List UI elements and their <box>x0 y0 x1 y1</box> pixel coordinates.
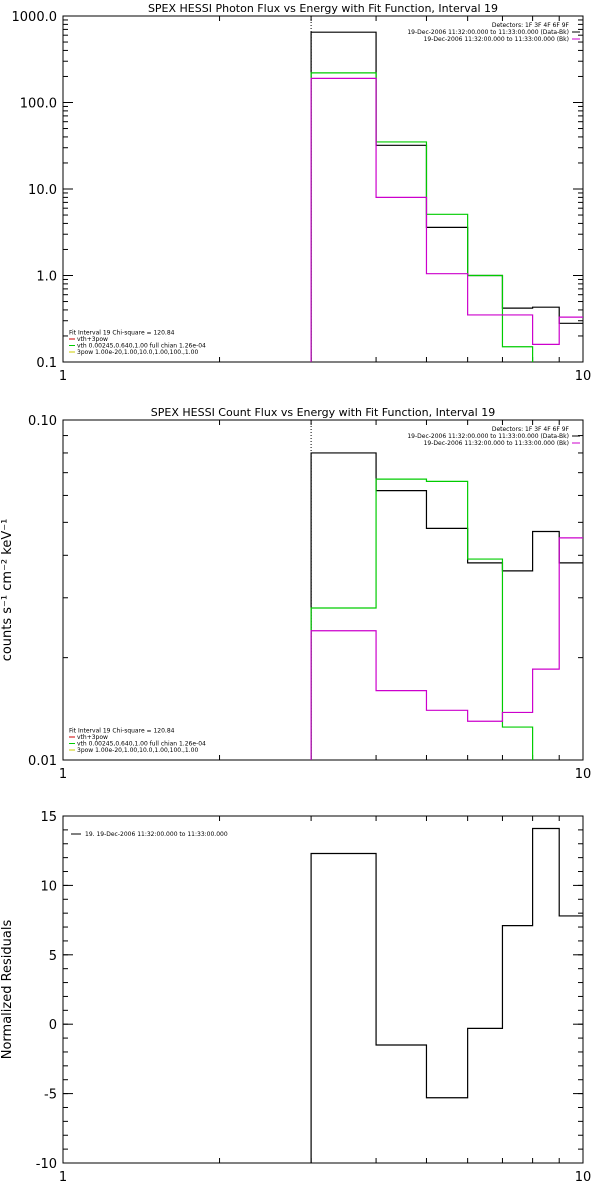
plot-frame <box>62 15 584 363</box>
y-tick-label: -5 <box>44 1088 57 1103</box>
y-axis-label: counts s⁻¹ cm⁻² keV⁻¹ <box>0 519 15 662</box>
legend-entry: 19. 19-Dec-2006 11:32:00.000 to 11:33:00… <box>85 831 228 838</box>
series-2-step <box>310 72 534 362</box>
legend-entry: vth 0.00245,0.640,1.00 full chian 1.26e-… <box>77 741 206 748</box>
legend-entry: Fit Interval 19 Chi-square = 120.84 <box>69 728 175 735</box>
y-tick-label: 0 <box>49 1018 57 1033</box>
y-tick-label: 100.0 <box>20 97 57 112</box>
info-line: 19-Dec-2006 11:32:00.000 to 11:33:00.000… <box>424 36 569 43</box>
chart-title: SPEX HESSI Count Flux vs Energy with Fit… <box>151 406 495 419</box>
legend-entry: vth+3pow <box>77 336 108 343</box>
x-tick-label: 10 <box>575 1170 592 1185</box>
y-tick-label: 0.01 <box>28 754 57 769</box>
plot-frame <box>62 419 584 761</box>
x-tick-label: 10 <box>575 767 592 782</box>
chart-panel-3: 1 10 -10 -5 0 5 10 15 Normalized Residuals 19. 19… <box>0 810 591 1185</box>
y-axis-label: Normalized Residuals <box>0 920 15 1060</box>
series-2-step <box>310 478 534 760</box>
chart-panel-2: SPEX HESSI Count Flux vs Energy with Fit… <box>0 406 591 782</box>
chart-panel-1: SPEX HESSI Photon Flux vs Energy with Fi… <box>12 2 592 384</box>
legend-entry: Fit Interval 19 Chi-square = 120.84 <box>69 330 175 337</box>
x-tick-label: 10 <box>575 369 592 384</box>
series-3-step <box>310 537 583 760</box>
info-line: 19-Dec-2006 11:32:00.000 to 11:33:00.000… <box>424 440 569 447</box>
y-tick-label: 1.0 <box>36 270 57 285</box>
y-tick-label: 10.0 <box>28 183 57 198</box>
y-tick-label: 0.10 <box>28 414 57 429</box>
y-tick-label: 15 <box>40 810 57 825</box>
info-line: Detectors: 1F 3F 4F 6F 9F <box>492 22 570 29</box>
y-tick-label: 1000.0 <box>12 10 58 25</box>
info-line: 19-Dec-2006 11:32:00.000 to 11:33:00.000… <box>407 29 569 36</box>
info-line: 19-Dec-2006 11:32:00.000 to 11:33:00.000… <box>407 433 569 440</box>
legend-entry: 3pow 1.00e-20,1.00,10.0,1.00,100.,1.00 <box>77 349 198 356</box>
y-tick-label: -10 <box>36 1157 57 1172</box>
x-tick-label: 1 <box>59 767 67 782</box>
y-tick-label: 5 <box>49 949 57 964</box>
x-tick-label: 1 <box>59 369 67 384</box>
series-1-step <box>310 827 583 1163</box>
series-1-step <box>310 452 583 760</box>
series-3-step <box>310 77 583 362</box>
plot-frame <box>62 815 584 1164</box>
legend-entry: 3pow 1.00e-20,1.00,10.0,1.00,100.,1.00 <box>77 747 198 754</box>
info-line: Detectors: 1F 3F 4F 6F 9F <box>492 426 570 433</box>
x-tick-label: 1 <box>59 1170 67 1185</box>
y-tick-label: 10 <box>40 879 57 894</box>
y-tick-label: 0.1 <box>36 356 57 371</box>
legend-entry: vth 0.00245,0.640,1.00 full chian 1.26e-… <box>77 343 206 350</box>
series-1-step <box>310 31 583 362</box>
legend-entry: vth+3pow <box>77 734 108 741</box>
chart-title: SPEX HESSI Photon Flux vs Energy with Fi… <box>148 2 498 15</box>
